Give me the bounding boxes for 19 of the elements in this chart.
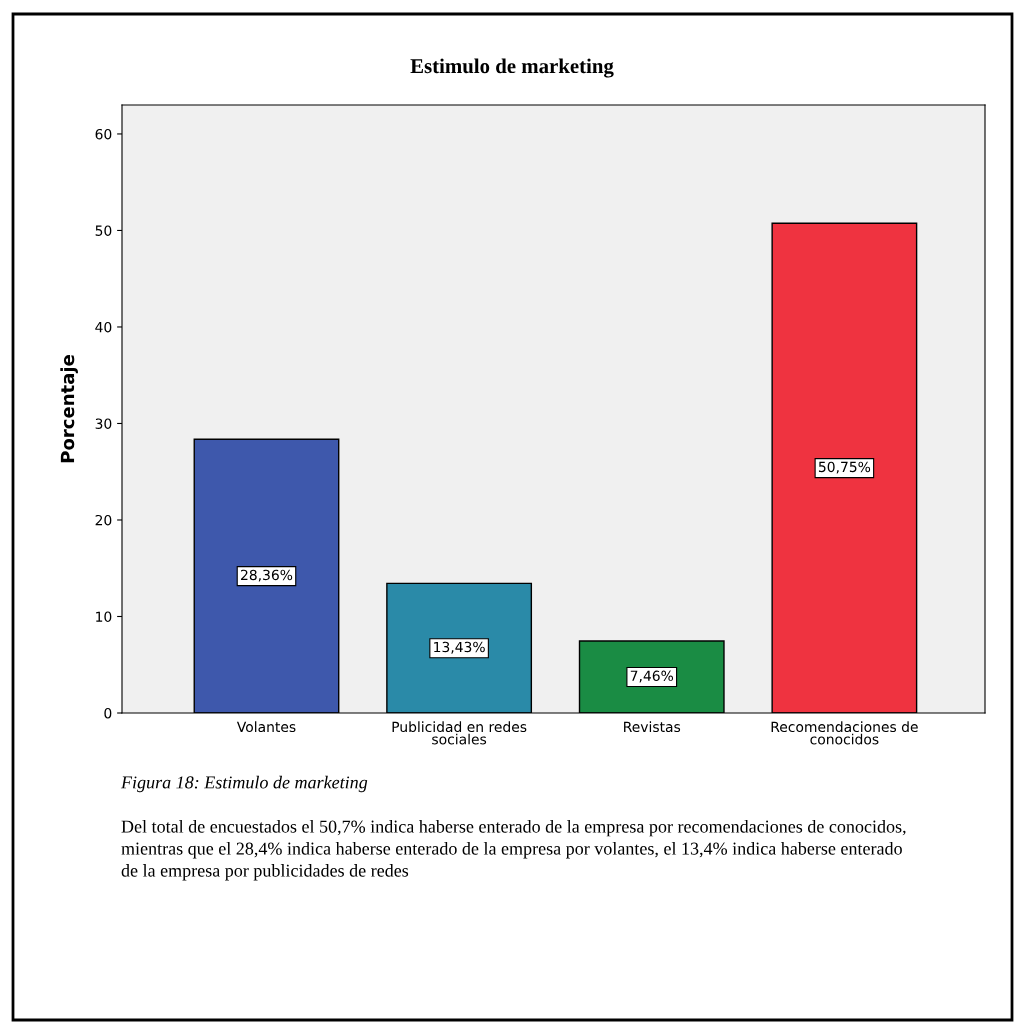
text: Del total de encuestados el 50,7% indica haberse enterado de la empresa por recomendaciones de conocidos, mientras que el 28,4% indica haberse enterado de la empresa por volantes, el 13,4% indica haberse enterado de la empresa por publicidades de redes [121,820,906,881]
y-tick-label: 40 [95,321,112,333]
data-label: 7,46% [630,670,674,683]
y-tick-label: 10 [96,611,112,622]
x-tick-label: Volantes [236,721,296,733]
text: Figura 18: Estimulo de marketing [120,775,368,793]
y-tick-label: 20 [95,514,112,526]
data-label: 50,75% [818,461,871,474]
x-tick-label: Recomendaciones de conocidos [771,721,918,745]
x-tick-label: Publicidad en redes sociales [392,721,527,745]
data-label: 28,36% [241,569,293,582]
y-tick-label: 60 [95,128,112,140]
y-tick-label: 30 [95,418,112,429]
y-tick-label: 0 [104,707,112,719]
y-tick-label: 50 [95,225,112,236]
x-tick-label: Revistas [624,721,681,733]
data-label: 13,43% [434,641,485,654]
y-axis-title: Porcentaje [60,355,78,463]
chart-title: Estimulo de marketing [410,58,614,78]
